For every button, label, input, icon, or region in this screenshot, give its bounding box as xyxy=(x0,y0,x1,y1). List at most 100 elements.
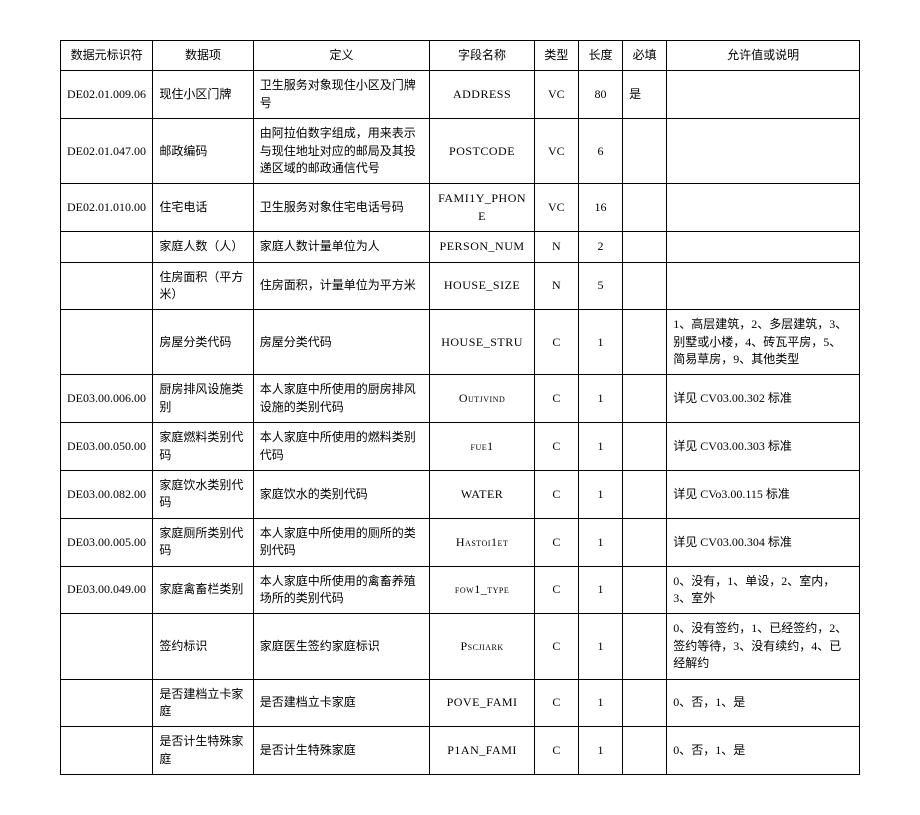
table-header-row: 数据元标识符 数据项 定义 字段名称 类型 长度 必填 允许值或说明 xyxy=(61,41,860,71)
table-cell: 家庭医生签约家庭标识 xyxy=(253,614,430,679)
table-cell: 住房面积（平方米） xyxy=(153,262,253,310)
table-cell xyxy=(667,232,860,262)
th-req: 必填 xyxy=(623,41,667,71)
table-cell xyxy=(623,262,667,310)
table-cell: 家庭饮水的类别代码 xyxy=(253,471,430,519)
table-cell: C xyxy=(534,614,578,679)
table-cell xyxy=(623,232,667,262)
table-cell: fow1_type xyxy=(430,566,534,614)
table-row: 家庭人数（人）家庭人数计量单位为人PERSON_NUMN2 xyxy=(61,232,860,262)
table-cell xyxy=(623,679,667,727)
table-cell xyxy=(61,232,153,262)
table-cell: 2 xyxy=(578,232,622,262)
table-cell: 是否建档立卡家庭 xyxy=(153,679,253,727)
table-row: DE03.00.006.00厨房排风设施类别本人家庭中所使用的厨房排风设施的类别… xyxy=(61,375,860,423)
th-def: 定义 xyxy=(253,41,430,71)
table-cell: 16 xyxy=(578,184,622,232)
table-cell: C xyxy=(534,727,578,775)
table-cell: 6 xyxy=(578,119,622,184)
table-cell: 本人家庭中所使用的禽畜养殖场所的类别代码 xyxy=(253,566,430,614)
table-cell: 详见 CV03.00.304 标准 xyxy=(667,518,860,566)
table-cell xyxy=(61,727,153,775)
table-cell: DE03.00.082.00 xyxy=(61,471,153,519)
table-cell xyxy=(623,614,667,679)
table-cell: 厨房排风设施类别 xyxy=(153,375,253,423)
table-cell: 本人家庭中所使用的厨房排风设施的类别代码 xyxy=(253,375,430,423)
table-row: 是否建档立卡家庭是否建档立卡家庭POVE_FAMIC10、否，1、是 xyxy=(61,679,860,727)
table-cell xyxy=(61,614,153,679)
table-cell: 家庭厕所类别代码 xyxy=(153,518,253,566)
table-cell: Outjvind xyxy=(430,375,534,423)
table-cell: Pscjiark xyxy=(430,614,534,679)
table-cell xyxy=(623,310,667,375)
table-cell: 住宅电话 xyxy=(153,184,253,232)
table-cell xyxy=(623,119,667,184)
table-cell: 住房面积，计量单位为平方米 xyxy=(253,262,430,310)
table-row: DE02.01.009.06现住小区门牌卫生服务对象现住小区及门牌号ADDRES… xyxy=(61,71,860,119)
table-cell xyxy=(61,310,153,375)
table-cell: C xyxy=(534,471,578,519)
table-cell: 1 xyxy=(578,518,622,566)
table-cell: 房屋分类代码 xyxy=(153,310,253,375)
table-cell xyxy=(61,679,153,727)
table-cell: 家庭人数（人） xyxy=(153,232,253,262)
table-cell xyxy=(623,566,667,614)
table-cell xyxy=(667,184,860,232)
table-cell: fue1 xyxy=(430,423,534,471)
table-cell: 0、没有签约，1、已经签约，2、签约等待，3、没有续约，4、已经解约 xyxy=(667,614,860,679)
table-cell xyxy=(623,727,667,775)
table-row: DE02.01.010.00住宅电话卫生服务对象住宅电话号码FAMI1Y_PHO… xyxy=(61,184,860,232)
table-cell: 家庭人数计量单位为人 xyxy=(253,232,430,262)
data-element-table: 数据元标识符 数据项 定义 字段名称 类型 长度 必填 允许值或说明 DE02.… xyxy=(60,40,860,775)
table-cell: DE03.00.005.00 xyxy=(61,518,153,566)
table-cell: DE02.01.010.00 xyxy=(61,184,153,232)
table-cell: 1 xyxy=(578,375,622,423)
table-cell: POSTCODE xyxy=(430,119,534,184)
table-cell: 家庭饮水类别代码 xyxy=(153,471,253,519)
table-cell: 签约标识 xyxy=(153,614,253,679)
table-cell: 1 xyxy=(578,310,622,375)
table-cell xyxy=(623,375,667,423)
table-cell xyxy=(667,119,860,184)
table-cell xyxy=(667,262,860,310)
table-cell: 卫生服务对象住宅电话号码 xyxy=(253,184,430,232)
th-type: 类型 xyxy=(534,41,578,71)
table-cell: ADDRESS xyxy=(430,71,534,119)
table-cell: WATER xyxy=(430,471,534,519)
table-cell: DE03.00.050.00 xyxy=(61,423,153,471)
table-cell xyxy=(623,471,667,519)
th-allow: 允许值或说明 xyxy=(667,41,860,71)
table-cell: C xyxy=(534,679,578,727)
table-cell: C xyxy=(534,423,578,471)
table-cell: DE02.01.009.06 xyxy=(61,71,153,119)
table-cell xyxy=(61,262,153,310)
table-cell xyxy=(623,518,667,566)
table-cell: 1 xyxy=(578,566,622,614)
th-id: 数据元标识符 xyxy=(61,41,153,71)
table-row: DE03.00.050.00家庭燃料类别代码本人家庭中所使用的燃料类别代码fue… xyxy=(61,423,860,471)
table-row: DE02.01.047.00邮政编码由阿拉伯数字组成，用来表示与现住地址对应的邮… xyxy=(61,119,860,184)
table-cell: 详见 CV03.00.302 标准 xyxy=(667,375,860,423)
table-row: DE03.00.082.00家庭饮水类别代码家庭饮水的类别代码WATERC1详见… xyxy=(61,471,860,519)
table-cell: 本人家庭中所使用的燃料类别代码 xyxy=(253,423,430,471)
table-cell: 0、否，1、是 xyxy=(667,679,860,727)
table-cell: 详见 CV03.00.303 标准 xyxy=(667,423,860,471)
table-cell: HOUSE_STRU xyxy=(430,310,534,375)
table-cell: N xyxy=(534,262,578,310)
table-cell: 房屋分类代码 xyxy=(253,310,430,375)
table-cell: 家庭燃料类别代码 xyxy=(153,423,253,471)
table-cell: 0、没有，1、单设，2、室内，3、室外 xyxy=(667,566,860,614)
th-len: 长度 xyxy=(578,41,622,71)
th-item: 数据项 xyxy=(153,41,253,71)
table-cell: 5 xyxy=(578,262,622,310)
table-cell: C xyxy=(534,518,578,566)
table-row: DE03.00.005.00家庭厕所类别代码本人家庭中所使用的厕所的类别代码Ha… xyxy=(61,518,860,566)
table-body: DE02.01.009.06现住小区门牌卫生服务对象现住小区及门牌号ADDRES… xyxy=(61,71,860,775)
table-cell: Hastoi1et xyxy=(430,518,534,566)
table-cell: 0、否，1、是 xyxy=(667,727,860,775)
table-row: 是否计生特殊家庭是否计生特殊家庭P1AN_FAMIC10、否，1、是 xyxy=(61,727,860,775)
table-cell: 80 xyxy=(578,71,622,119)
table-cell: 1 xyxy=(578,727,622,775)
table-row: 住房面积（平方米）住房面积，计量单位为平方米HOUSE_SIZEN5 xyxy=(61,262,860,310)
table-cell: 1 xyxy=(578,471,622,519)
